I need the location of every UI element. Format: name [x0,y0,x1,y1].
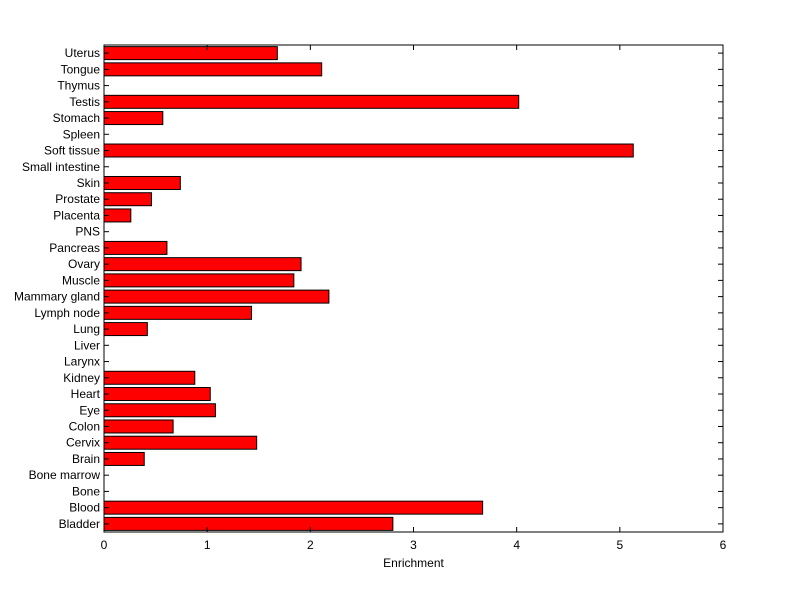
x-tick-label: 0 [101,538,108,552]
category-label-bladder: Bladder [59,517,100,531]
bar-skin [103,175,181,190]
category-label-blood: Blood [69,501,100,515]
category-label-uterus: Uterus [65,46,100,60]
bar-muscle [103,273,295,288]
category-label-lymph-node: Lymph node [34,306,100,320]
category-label-soft-tissue: Soft tissue [44,144,100,158]
x-tick-label: 3 [410,538,417,552]
bar-bladder [103,516,394,531]
category-label-tongue: Tongue [61,62,101,76]
category-label-eye: Eye [79,403,100,417]
x-tick-label: 2 [307,538,314,552]
bar-testis [103,94,520,109]
category-label-thymus: Thymus [57,79,100,93]
x-tick-label: 1 [204,538,211,552]
category-label-spleen: Spleen [63,127,100,141]
category-label-bone: Bone [72,484,100,498]
bar-pancreas [103,240,168,255]
plot-area: Uterus Tongue Thymus Testis Stomach Spleen Sof… [14,44,727,570]
category-label-mammary-gland: Mammary gland [14,290,100,304]
bar-tongue [103,62,323,77]
bar-blood [103,500,484,515]
category-label-pns: PNS [75,225,100,239]
bar-mammary-gland [103,289,330,304]
category-label-larynx: Larynx [64,355,100,369]
bar-cervix [103,435,258,450]
category-label-prostate: Prostate [55,192,100,206]
category-label-colon: Colon [69,419,100,433]
category-label-testis: Testis [69,95,100,109]
x-axis-label: Enrichment [383,556,444,570]
bar-uterus [103,46,278,61]
category-label-skin: Skin [77,176,100,190]
x-tick-labels: 0 1 2 3 4 5 6 [101,538,727,552]
ticks-group [103,45,724,532]
bar-heart [103,387,211,402]
category-labels: Uterus Tongue Thymus Testis Stomach Spleen Sof… [14,46,101,531]
bar-colon [103,419,174,434]
x-tick-label: 5 [616,538,623,552]
bar-lung [103,322,148,337]
bar-ovary [103,257,302,272]
category-label-kidney: Kidney [63,371,100,385]
category-label-brain: Brain [72,452,100,466]
bar-brain [103,451,145,466]
category-label-bone-marrow: Bone marrow [29,468,101,482]
category-label-placenta: Placenta [53,208,100,222]
category-label-lung: Lung [73,322,100,336]
category-label-cervix: Cervix [66,436,100,450]
category-label-muscle: Muscle [62,273,100,287]
category-label-small-intestine: Small intestine [22,160,100,174]
category-label-ovary: Ovary [68,257,100,271]
category-label-pancreas: Pancreas [49,241,100,255]
category-label-stomach: Stomach [53,111,100,125]
bar-kidney [103,370,196,385]
x-tick-label: 4 [513,538,520,552]
bar-stomach [103,111,164,126]
bar-soft-tissue [103,143,634,158]
bar-lymph-node [103,305,253,320]
x-tick-label: 6 [720,538,727,552]
category-label-heart: Heart [71,387,101,401]
bar-eye [103,403,216,418]
bar-prostate [103,192,152,207]
category-label-liver: Liver [74,338,100,352]
axes-box [103,44,724,533]
